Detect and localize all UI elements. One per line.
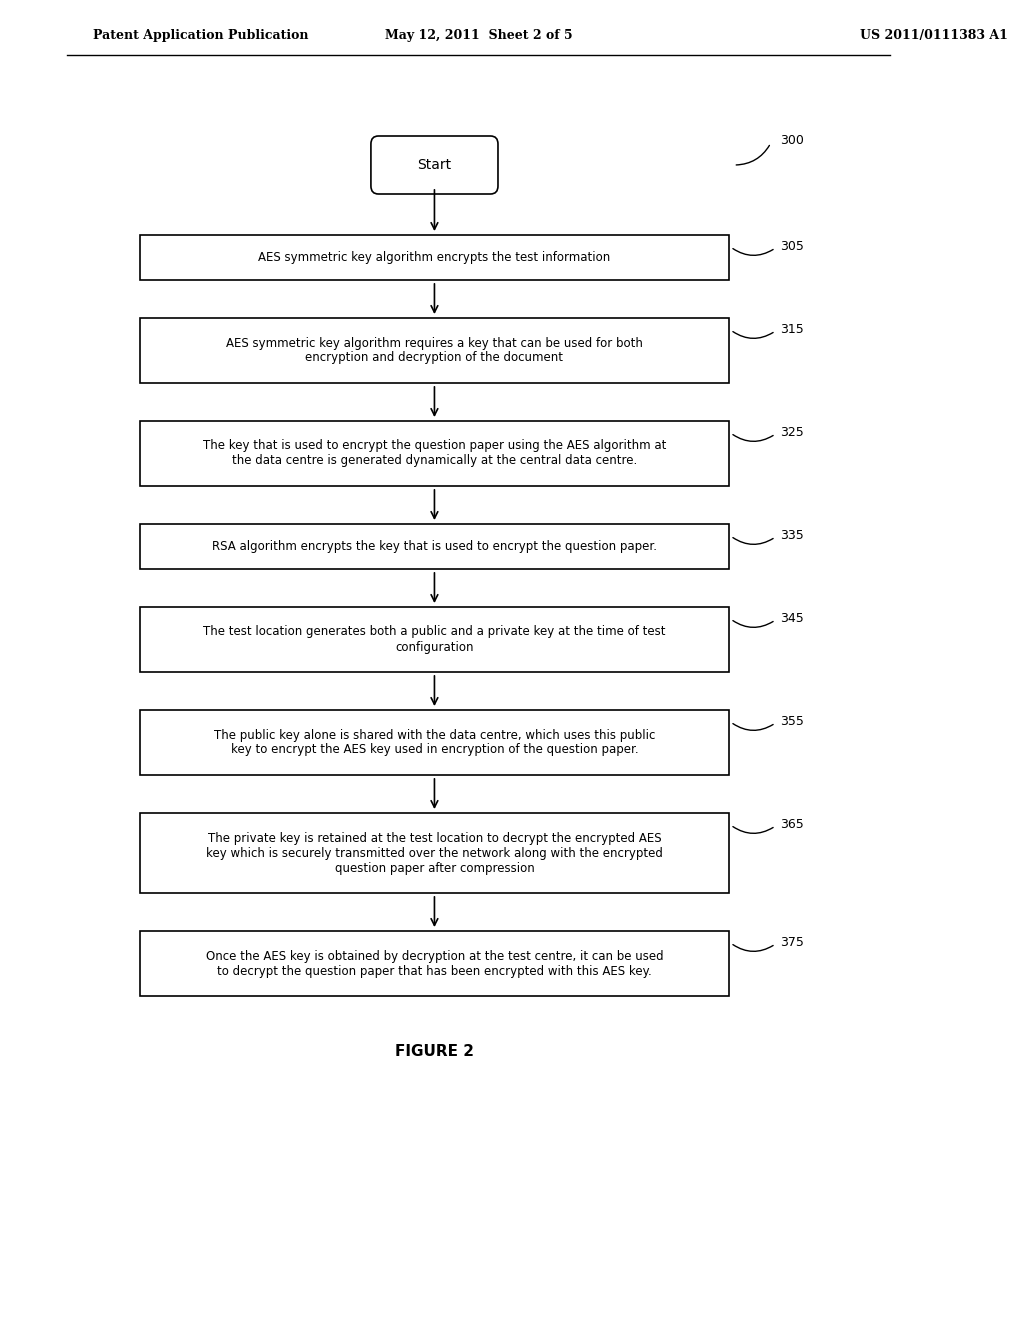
Text: The private key is retained at the test location to decrypt the encrypted AES
ke: The private key is retained at the test … (206, 832, 663, 875)
Text: Start: Start (418, 158, 452, 172)
Text: The key that is used to encrypt the question paper using the AES algorithm at
th: The key that is used to encrypt the ques… (203, 440, 667, 467)
Text: Patent Application Publication: Patent Application Publication (93, 29, 309, 41)
Text: AES symmetric key algorithm encrypts the test information: AES symmetric key algorithm encrypts the… (258, 251, 610, 264)
Text: 300: 300 (780, 133, 804, 147)
FancyBboxPatch shape (140, 421, 729, 486)
FancyBboxPatch shape (140, 607, 729, 672)
Text: RSA algorithm encrypts the key that is used to encrypt the question paper.: RSA algorithm encrypts the key that is u… (212, 540, 657, 553)
FancyBboxPatch shape (140, 710, 729, 775)
Text: Once the AES key is obtained by decryption at the test centre, it can be used
to: Once the AES key is obtained by decrypti… (206, 949, 664, 978)
FancyBboxPatch shape (140, 931, 729, 997)
Text: 335: 335 (780, 529, 804, 543)
FancyBboxPatch shape (140, 318, 729, 383)
Text: The public key alone is shared with the data centre, which uses this public
key : The public key alone is shared with the … (214, 729, 655, 756)
Text: 325: 325 (780, 426, 804, 440)
Text: 375: 375 (780, 936, 804, 949)
Text: AES symmetric key algorithm requires a key that can be used for both
encryption : AES symmetric key algorithm requires a k… (226, 337, 643, 364)
Text: 315: 315 (780, 323, 804, 337)
Text: May 12, 2011  Sheet 2 of 5: May 12, 2011 Sheet 2 of 5 (385, 29, 572, 41)
Text: 355: 355 (780, 715, 804, 729)
FancyBboxPatch shape (140, 235, 729, 280)
Text: The test location generates both a public and a private key at the time of test
: The test location generates both a publi… (203, 626, 666, 653)
Text: 305: 305 (780, 240, 804, 253)
FancyBboxPatch shape (371, 136, 498, 194)
FancyBboxPatch shape (140, 524, 729, 569)
Text: US 2011/0111383 A1: US 2011/0111383 A1 (859, 29, 1008, 41)
Text: 345: 345 (780, 612, 804, 624)
Text: FIGURE 2: FIGURE 2 (395, 1044, 474, 1059)
Text: 365: 365 (780, 818, 804, 832)
FancyBboxPatch shape (140, 813, 729, 894)
